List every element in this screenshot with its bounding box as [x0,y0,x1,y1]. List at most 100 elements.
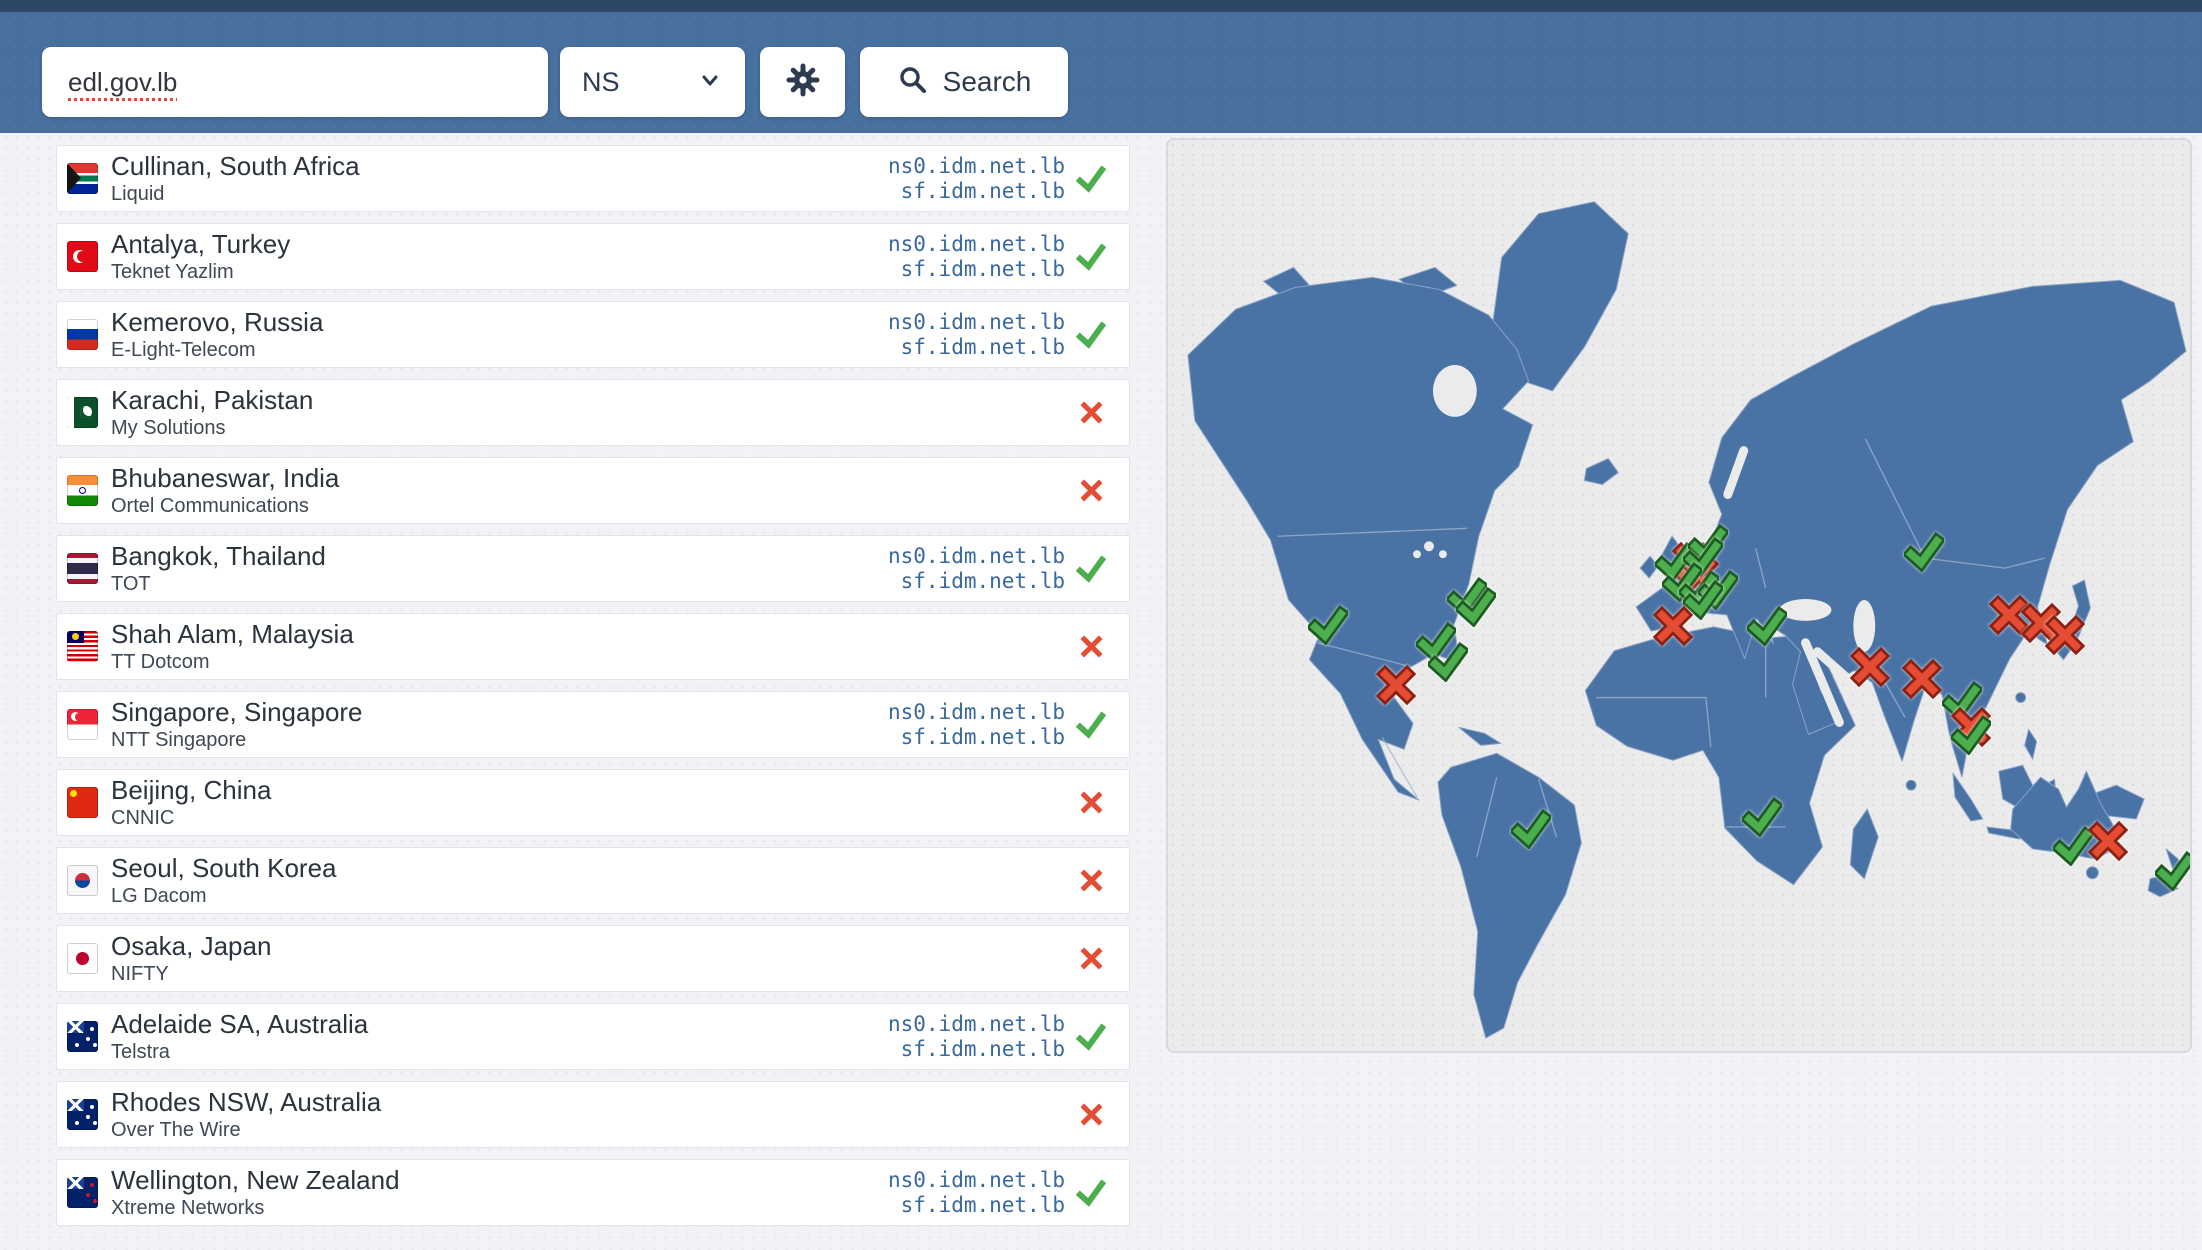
world-map-panel [1166,138,2192,1053]
location-info: Osaka, Japan NIFTY [111,931,1065,986]
top-strip [0,0,2202,12]
cross-icon [1065,945,1117,972]
provider-name: Over The Wire [111,1119,241,1141]
country-flag-icon [67,787,98,818]
location-name: Singapore, Singapore [111,697,363,727]
record-type-value: NS [582,66,620,97]
location-name: Adelaide SA, Australia [111,1009,369,1039]
check-icon [1065,162,1117,196]
location-name: Osaka, Japan [111,931,272,961]
map-check-marker [2051,825,2096,867]
check-icon [1065,552,1117,586]
cross-icon [1065,867,1117,894]
domain-input[interactable]: edl.gov.lb [42,47,548,117]
location-info: Shah Alam, Malaysia TT Dotcom [111,619,1065,674]
cross-icon [1065,1101,1117,1128]
provider-name: LG Dacom [111,885,207,907]
location-info: Antalya, Turkey Teknet Yazlim [111,229,888,284]
map-cross-marker [1652,606,1694,647]
result-row: Cullinan, South Africa Liquid ns0.idm.ne… [56,145,1130,212]
check-icon [1065,240,1117,274]
country-flag-icon [67,241,98,272]
record-type-select[interactable]: NS [560,47,745,117]
location-name: Karachi, Pakistan [111,385,314,415]
country-flag-icon [67,943,98,974]
map-check-marker [1680,579,1725,621]
location-name: Shah Alam, Malaysia [111,619,354,649]
provider-name: Xtreme Networks [111,1197,265,1219]
location-name: Seoul, South Korea [111,853,337,883]
provider-name: Telstra [111,1041,170,1063]
map-check-marker [1902,531,1947,573]
gear-icon [783,60,823,105]
check-icon [1065,1020,1117,1054]
map-check-marker [1413,621,1458,663]
map-check-marker [1453,587,1498,628]
map-check-marker [1744,606,1789,648]
provider-name: Ortel Communications [111,495,309,517]
location-info: Cullinan, South Africa Liquid [111,151,888,206]
check-icon [1065,318,1117,352]
check-icon [1065,708,1117,742]
map-cross-marker [1902,659,1943,700]
map-cross-marker [1375,664,1417,705]
result-row: Antalya, Turkey Teknet Yazlim ns0.idm.ne… [56,223,1130,290]
dns-records: ns0.idm.net.lb sf.idm.net.lb [887,153,1065,203]
map-cross-marker [1849,646,1891,687]
map-cross-marker [2088,820,2129,861]
location-info: Bhubaneswar, India Ortel Communications [111,463,1065,518]
provider-name: Liquid [111,183,165,205]
location-info: Adelaide SA, Australia Telstra [111,1009,888,1064]
location-info: Bangkok, Thailand TOT [111,541,888,596]
country-flag-icon [67,475,98,506]
map-check-marker [1508,808,1553,850]
result-row: Adelaide SA, Australia Telstra ns0.idm.n… [56,1003,1130,1070]
provider-name: CNNIC [111,807,175,829]
provider-name: NIFTY [111,963,169,985]
settings-button[interactable] [760,47,845,117]
result-row: Bhubaneswar, India Ortel Communications [56,457,1130,524]
result-row: Shah Alam, Malaysia TT Dotcom [56,613,1130,680]
result-row: Karachi, Pakistan My Solutions [56,379,1130,446]
result-row: Singapore, Singapore NTT Singapore ns0.i… [56,691,1130,758]
cross-icon [1065,789,1117,816]
location-name: Bhubaneswar, India [111,463,340,493]
country-flag-icon [67,865,98,896]
location-info: Beijing, China CNNIC [111,775,1065,830]
map-cross-marker [2045,614,2086,655]
dns-records: ns0.idm.net.lb sf.idm.net.lb [887,309,1065,359]
provider-name: TT Dotcom [111,651,210,673]
location-info: Seoul, South Korea LG Dacom [111,853,1065,908]
location-name: Rhodes NSW, Australia [111,1087,382,1117]
search-button[interactable]: Search [860,47,1068,117]
world-map [1187,201,2187,1039]
result-row: Wellington, New Zealand Xtreme Networks … [56,1159,1130,1226]
dns-records: ns0.idm.net.lb sf.idm.net.lb [887,699,1065,749]
search-button-label: Search [942,66,1032,97]
country-flag-icon [67,319,98,350]
search-header: edl.gov.lb NS [0,12,2202,133]
result-row: Seoul, South Korea LG Dacom [56,847,1130,914]
provider-name: My Solutions [111,417,226,439]
location-name: Wellington, New Zealand [111,1165,400,1195]
result-row: Kemerovo, Russia E-Light-Telecom ns0.idm… [56,301,1130,368]
provider-name: E-Light-Telecom [111,339,256,361]
map-check-marker [1949,714,1994,756]
dns-records: ns0.idm.net.lb sf.idm.net.lb [887,1011,1065,1061]
country-flag-icon [67,163,98,194]
result-row: Bangkok, Thailand TOT ns0.idm.net.lb sf.… [56,535,1130,602]
location-info: Rhodes NSW, Australia Over The Wire [111,1087,1065,1142]
dns-records: ns0.idm.net.lb sf.idm.net.lb [887,1167,1065,1217]
results-list[interactable]: Cullinan, South Africa Liquid ns0.idm.ne… [56,133,1130,1250]
provider-name: TOT [111,573,151,595]
country-flag-icon [67,1099,98,1130]
location-name: Bangkok, Thailand [111,541,326,571]
check-icon [1065,1176,1117,1210]
map-check-marker [1739,796,1784,838]
map-check-marker [2152,850,2190,892]
map-check-marker [1425,641,1471,683]
map-cross-marker [2020,602,2061,644]
cross-icon [1065,477,1117,504]
location-name: Cullinan, South Africa [111,151,360,181]
